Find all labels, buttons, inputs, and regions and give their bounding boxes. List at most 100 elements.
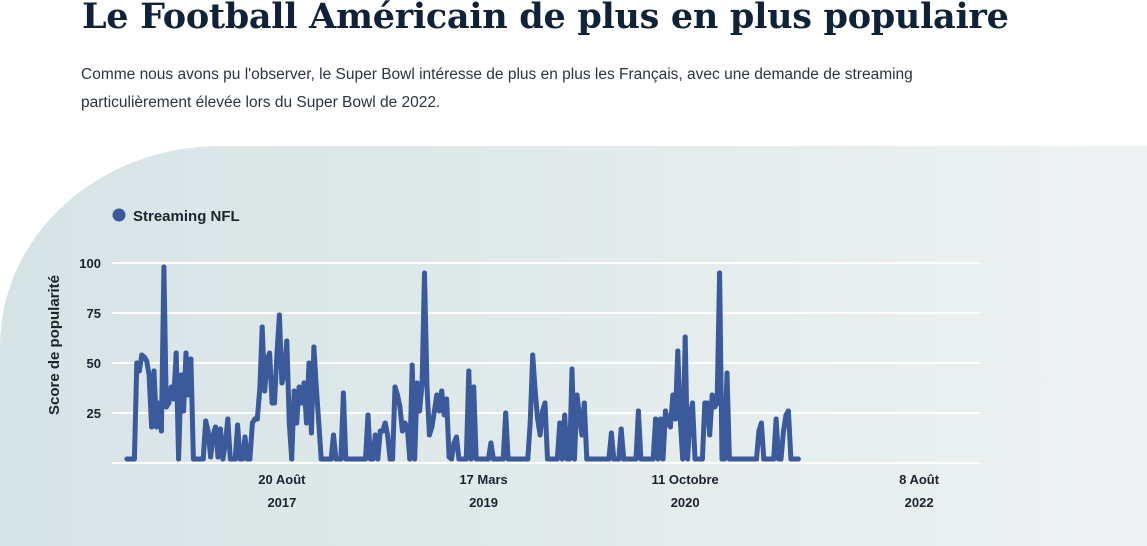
data-point <box>316 420 322 426</box>
data-point <box>670 392 676 398</box>
data-point <box>562 412 568 418</box>
data-point <box>412 456 418 462</box>
data-point <box>254 416 260 422</box>
data-point <box>186 392 191 398</box>
data-point <box>488 440 494 446</box>
data-point <box>390 456 396 462</box>
data-point <box>449 456 455 462</box>
data-point <box>149 424 155 430</box>
data-point <box>618 426 624 432</box>
data-point <box>581 400 587 406</box>
data-point <box>436 408 442 414</box>
data-point <box>154 424 159 430</box>
data-point <box>404 424 410 430</box>
data-point <box>232 456 238 462</box>
data-point <box>183 350 189 356</box>
data-point <box>363 456 368 462</box>
data-point <box>279 380 285 386</box>
data-point <box>161 264 167 270</box>
data-point <box>222 440 228 446</box>
data-point <box>370 456 376 462</box>
data-point <box>407 456 413 462</box>
data-point <box>213 424 218 430</box>
data-point <box>714 400 720 406</box>
x-tick-year: 2017 <box>267 495 296 510</box>
data-point <box>220 456 226 462</box>
x-tick-year: 2022 <box>905 495 934 510</box>
data-point <box>785 408 791 414</box>
y-axis-ticks: 25 50 75 100 <box>79 256 101 421</box>
data-point <box>658 416 664 422</box>
data-point <box>680 456 686 462</box>
chart-panel <box>0 146 1147 546</box>
data-point <box>392 384 398 390</box>
data-point <box>134 360 140 366</box>
data-point <box>572 456 577 462</box>
x-tick-year: 2020 <box>671 495 700 510</box>
data-point <box>409 362 415 368</box>
data-point <box>340 390 346 396</box>
y-tick-label: 75 <box>87 306 101 321</box>
data-point <box>144 358 150 364</box>
data-point <box>308 430 314 436</box>
data-point <box>783 412 789 418</box>
data-point <box>375 456 381 462</box>
data-point <box>203 418 209 424</box>
data-point <box>163 404 169 410</box>
gridlines <box>112 262 980 464</box>
data-point <box>259 324 265 330</box>
data-point <box>672 416 678 422</box>
data-point <box>158 428 164 434</box>
data-point <box>653 416 659 422</box>
data-point <box>296 384 302 390</box>
page-title: Le Football Américain de plus en plus po… <box>82 0 1009 37</box>
y-tick-label: 50 <box>87 356 101 371</box>
data-point <box>781 428 786 434</box>
chart-legend[interactable]: Streaming NFL <box>112 208 240 225</box>
data-point <box>569 366 575 372</box>
data-point <box>758 420 764 426</box>
data-point <box>267 350 273 356</box>
data-point <box>276 312 282 318</box>
data-point <box>503 410 509 416</box>
data-point <box>525 456 531 462</box>
data-point <box>771 456 777 462</box>
data-point <box>205 428 211 434</box>
data-point <box>262 388 268 394</box>
y-tick-label: 100 <box>79 256 101 271</box>
data-point <box>485 456 491 462</box>
data-point <box>299 400 305 406</box>
data-point <box>399 428 405 434</box>
data-point <box>660 456 666 462</box>
data-point <box>530 352 536 358</box>
data-point <box>574 392 580 398</box>
data-point <box>171 396 177 402</box>
data-point <box>181 408 187 414</box>
data-point <box>540 408 545 414</box>
data-point <box>468 456 474 462</box>
data-point <box>655 456 661 462</box>
data-point <box>451 440 457 446</box>
data-point <box>663 408 668 414</box>
data-point <box>635 408 641 414</box>
data-point <box>709 392 715 398</box>
data-point <box>188 356 194 362</box>
data-point <box>667 424 673 430</box>
data-point <box>338 456 344 462</box>
data-point <box>616 456 622 462</box>
x-tick-label: 20 Août <box>258 472 306 487</box>
data-point <box>704 400 710 406</box>
data-point <box>559 456 565 462</box>
data-point <box>281 370 287 376</box>
data-point <box>210 432 216 438</box>
data-point <box>176 456 182 462</box>
data-point <box>754 456 759 462</box>
data-point <box>567 456 573 462</box>
data-point <box>365 412 371 418</box>
y-tick-label: 25 <box>87 406 101 421</box>
data-point <box>131 456 137 462</box>
data-point <box>675 348 681 354</box>
data-point <box>471 384 477 390</box>
data-point <box>608 430 614 436</box>
